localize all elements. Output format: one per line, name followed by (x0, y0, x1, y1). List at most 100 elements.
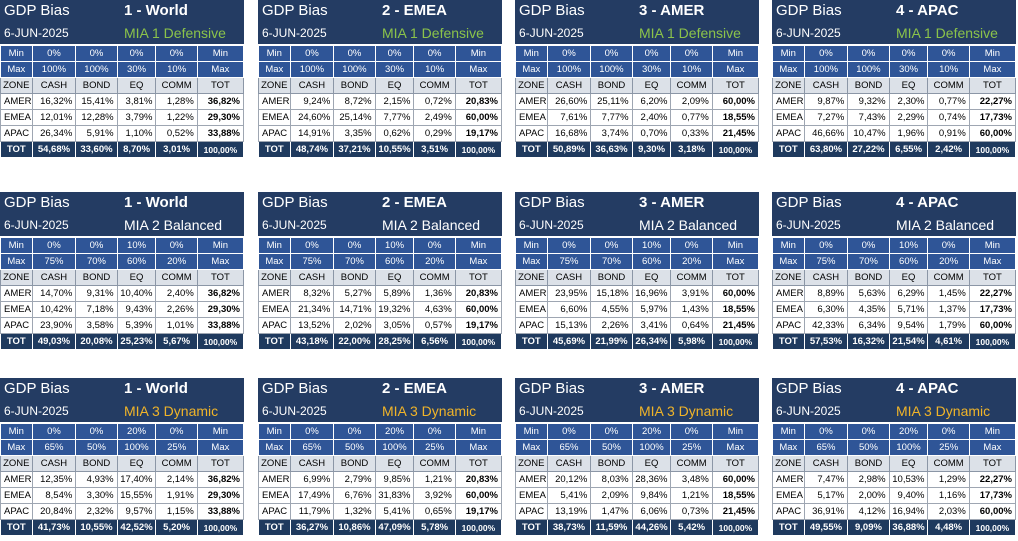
min-cell[interactable]: Min (196, 423, 245, 440)
value-cell[interactable]: 17,73% (968, 301, 1017, 318)
value-cell[interactable]: EMEA (258, 301, 291, 318)
min-cell[interactable]: 0% (927, 423, 970, 440)
total-cell[interactable]: 5,98% (670, 333, 713, 350)
value-cell[interactable]: 25,11% (590, 93, 633, 110)
total-cell[interactable]: TOT (258, 333, 291, 350)
column-header-cell[interactable]: COMM (927, 455, 970, 472)
value-cell[interactable]: 25,14% (333, 109, 376, 126)
max-cell[interactable]: 60% (631, 253, 672, 270)
column-header-cell[interactable]: CASH (546, 455, 592, 472)
value-cell[interactable]: 4,35% (847, 301, 890, 318)
value-cell[interactable]: 2,26% (590, 317, 633, 334)
value-cell[interactable]: APAC (515, 125, 548, 142)
value-cell[interactable]: 10,47% (847, 125, 890, 142)
column-header-cell[interactable]: BOND (333, 77, 376, 94)
column-header-cell[interactable]: ZONE (772, 77, 805, 94)
value-cell[interactable]: 3,92% (413, 487, 456, 504)
value-cell[interactable]: 8,72% (333, 93, 376, 110)
total-cell[interactable]: 26,34% (631, 333, 672, 350)
value-cell[interactable]: 5,71% (888, 301, 929, 318)
value-cell[interactable]: 21,34% (289, 301, 335, 318)
column-header-cell[interactable]: CASH (31, 269, 77, 286)
value-cell[interactable]: 8,89% (803, 285, 849, 302)
max-cell[interactable]: 100% (888, 439, 929, 456)
value-cell[interactable]: 16,94% (888, 503, 929, 520)
max-cell[interactable]: 50% (847, 439, 890, 456)
value-cell[interactable]: 5,97% (631, 301, 672, 318)
value-cell[interactable]: 20,83% (454, 93, 503, 110)
value-cell[interactable]: 3,81% (116, 93, 157, 110)
column-header-cell[interactable]: ZONE (515, 269, 548, 286)
value-cell[interactable]: 60,00% (968, 317, 1017, 334)
max-cell[interactable]: 65% (31, 439, 77, 456)
value-cell[interactable]: AMER (772, 93, 805, 110)
max-cell[interactable]: 100% (289, 61, 335, 78)
value-cell[interactable]: 2,40% (155, 285, 198, 302)
column-header-cell[interactable]: ZONE (515, 455, 548, 472)
total-cell[interactable]: 2,42% (927, 141, 970, 158)
min-cell[interactable]: 0% (670, 45, 713, 62)
value-cell[interactable]: 1,10% (116, 125, 157, 142)
max-cell[interactable]: 20% (413, 253, 456, 270)
max-cell[interactable]: 25% (413, 439, 456, 456)
total-cell[interactable]: 100,00% (196, 141, 245, 158)
value-cell[interactable]: 17,73% (968, 487, 1017, 504)
min-cell[interactable]: 0% (803, 423, 849, 440)
column-header-cell[interactable]: CASH (31, 77, 77, 94)
value-cell[interactable]: 19,17% (454, 317, 503, 334)
column-header-cell[interactable]: ZONE (515, 77, 548, 94)
total-cell[interactable]: TOT (258, 141, 291, 158)
min-cell[interactable]: Min (968, 423, 1017, 440)
value-cell[interactable]: 0,62% (374, 125, 415, 142)
min-cell[interactable]: 0% (413, 423, 456, 440)
min-cell[interactable]: 0% (546, 45, 592, 62)
value-cell[interactable]: APAC (515, 503, 548, 520)
min-cell[interactable]: 0% (803, 45, 849, 62)
value-cell[interactable]: EMEA (0, 109, 33, 126)
min-cell[interactable]: 0% (333, 237, 376, 254)
column-header-cell[interactable]: EQ (374, 269, 415, 286)
value-cell[interactable]: EMEA (515, 109, 548, 126)
column-header-cell[interactable]: ZONE (258, 455, 291, 472)
value-cell[interactable]: APAC (0, 503, 33, 520)
min-cell[interactable]: Min (258, 45, 291, 62)
value-cell[interactable]: 1,01% (155, 317, 198, 334)
total-cell[interactable]: 4,48% (927, 519, 970, 536)
value-cell[interactable]: 1,22% (155, 109, 198, 126)
column-header-cell[interactable]: BOND (590, 455, 633, 472)
value-cell[interactable]: 20,83% (454, 285, 503, 302)
max-cell[interactable]: Max (515, 61, 548, 78)
value-cell[interactable]: APAC (258, 503, 291, 520)
min-cell[interactable]: 0% (155, 237, 198, 254)
value-cell[interactable]: 16,32% (31, 93, 77, 110)
value-cell[interactable]: 0,91% (927, 125, 970, 142)
max-cell[interactable]: 30% (888, 61, 929, 78)
max-cell[interactable]: Max (772, 61, 805, 78)
column-header-cell[interactable]: BOND (75, 77, 118, 94)
min-cell[interactable]: 10% (374, 237, 415, 254)
max-cell[interactable]: 25% (155, 439, 198, 456)
value-cell[interactable]: 3,58% (75, 317, 118, 334)
total-cell[interactable]: 49,55% (803, 519, 849, 536)
max-cell[interactable]: Max (515, 439, 548, 456)
column-header-cell[interactable]: EQ (631, 77, 672, 94)
total-cell[interactable]: 49,03% (31, 333, 77, 350)
min-cell[interactable]: 0% (413, 45, 456, 62)
max-cell[interactable]: Max (258, 253, 291, 270)
min-cell[interactable]: 0% (31, 45, 77, 62)
value-cell[interactable]: 0,72% (413, 93, 456, 110)
max-cell[interactable]: Max (515, 253, 548, 270)
value-cell[interactable]: 60,00% (968, 503, 1017, 520)
total-cell[interactable]: 45,69% (546, 333, 592, 350)
min-cell[interactable]: Min (772, 45, 805, 62)
value-cell[interactable]: 18,55% (711, 487, 760, 504)
column-header-cell[interactable]: TOT (968, 77, 1017, 94)
total-cell[interactable]: TOT (515, 333, 548, 350)
column-header-cell[interactable]: BOND (847, 77, 890, 94)
value-cell[interactable]: 42,33% (803, 317, 849, 334)
value-cell[interactable]: 2,00% (847, 487, 890, 504)
total-cell[interactable]: 36,63% (590, 141, 633, 158)
value-cell[interactable]: 3,79% (116, 109, 157, 126)
column-header-cell[interactable]: TOT (454, 455, 503, 472)
max-cell[interactable]: 20% (670, 253, 713, 270)
